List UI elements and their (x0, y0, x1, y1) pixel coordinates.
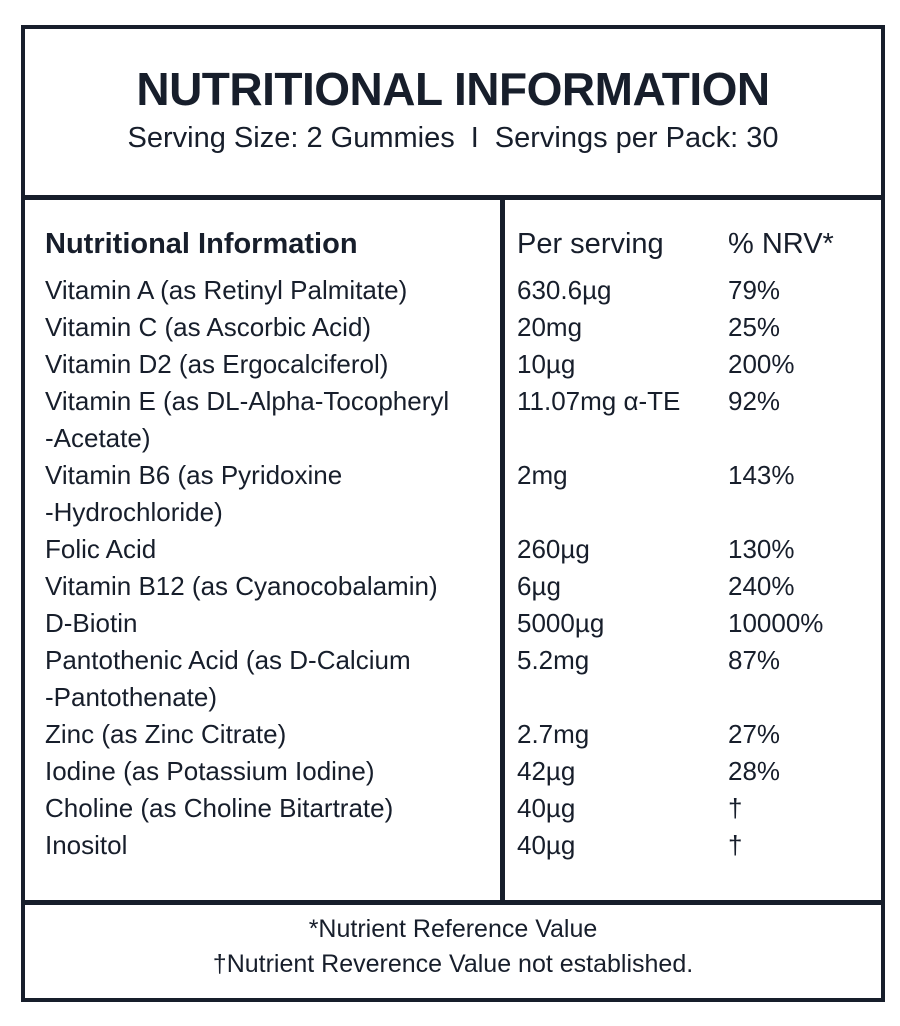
table-row: Zinc (as Zinc Citrate) 2.7mg 27% (25, 716, 881, 753)
nutrient-name: Vitamin A (as Retinyl Palmitate) (45, 275, 408, 305)
table-row: Choline (as Choline Bitartrate) 40µg † (25, 790, 881, 827)
nutrient-nrv: 79% (728, 275, 781, 305)
table-row: Folic Acid 260µg 130% (25, 531, 881, 568)
nutrient-amount: 11.07mg α-TE (517, 386, 681, 416)
nutrient-nrv: † (728, 793, 743, 823)
nutrition-label: NUTRITIONAL INFORMATION Serving Size: 2 … (21, 25, 885, 1002)
table-row: Vitamin C (as Ascorbic Acid) 20mg 25% (25, 309, 881, 346)
nutrient-amount: 40µg (517, 793, 576, 823)
table-row: Vitamin E (as DL-Alpha-Tocopheryl -Aceta… (25, 383, 881, 457)
nutrient-name: Vitamin B6 (as Pyridoxine -Hydrochloride… (45, 460, 343, 527)
nutrient-amount: 6µg (517, 571, 561, 601)
nutrient-nrv: 87% (728, 645, 781, 675)
nutrient-name: Pantothenic Acid (as D-Calcium -Pantothe… (45, 645, 411, 712)
table-row: Pantothenic Acid (as D-Calcium -Pantothe… (25, 642, 881, 716)
nutrient-amount: 2mg (517, 460, 568, 490)
nutrient-name: Vitamin B12 (as Cyanocobalamin) (45, 571, 438, 601)
table-row: Vitamin A (as Retinyl Palmitate) 630.6µg 7… (25, 272, 881, 309)
servings-per-pack-text: Servings per Pack: 30 (494, 122, 779, 154)
nutrient-nrv: 92% (728, 386, 781, 416)
nutrient-amount: 10µg (517, 349, 576, 379)
nutrient-name: Iodine (as Potassium Iodine) (45, 756, 375, 786)
nutrient-name: Vitamin C (as Ascorbic Acid) (45, 312, 372, 342)
nutrient-table: Nutritional Information Per serving % NR… (25, 200, 881, 900)
nutrient-name: Zinc (as Zinc Citrate) (45, 719, 287, 749)
nutrient-amount: 630.6µg (517, 275, 612, 305)
table-row: Inositol 40µg † (25, 827, 881, 864)
serving-info: Serving Size: 2 Gummies I Servings per Pac… (25, 120, 881, 156)
nutrient-nrv: † (728, 830, 743, 860)
nutrient-nrv: 240% (728, 571, 795, 601)
footnote-dagger: †Nutrient Reverence Value not establishe… (212, 950, 694, 978)
nutrient-amount: 260µg (517, 534, 590, 564)
table-row: Vitamin B6 (as Pyridoxine -Hydrochloride… (25, 457, 881, 531)
nutrient-amount: 20mg (517, 312, 583, 342)
nutrient-name: Inositol (45, 830, 128, 860)
nutrient-nrv: 25% (728, 312, 781, 342)
table-row: D-Biotin 5000µg 10000% (25, 605, 881, 642)
column-divider (500, 200, 505, 900)
column-header-nrv: % NRV* (728, 228, 834, 260)
nutrient-nrv: 10000% (728, 608, 824, 638)
nutrient-amount: 2.7mg (517, 719, 590, 749)
table-row: Iodine (as Potassium Iodine) 42µg 28% (25, 753, 881, 790)
label-footnotes: *Nutrient Reference Value †Nutrient Reve… (25, 900, 881, 998)
nutrient-nrv: 27% (728, 719, 781, 749)
nutrient-nrv: 130% (728, 534, 795, 564)
nutrient-nrv: 28% (728, 756, 781, 786)
label-header: NUTRITIONAL INFORMATION Serving Size: 2 … (25, 29, 881, 200)
nutrient-nrv: 143% (728, 460, 795, 490)
table-row: Vitamin D2 (as Ergocalciferol) 10µg 200% (25, 346, 881, 383)
nutrient-name: Vitamin D2 (as Ergocalciferol) (45, 349, 389, 379)
nutrient-amount: 5000µg (517, 608, 605, 638)
nutrient-nrv: 200% (728, 349, 795, 379)
nutrient-name: D-Biotin (45, 608, 138, 638)
table-header-row: Nutritional Information Per serving % NR… (25, 226, 881, 262)
nutrient-name: Folic Acid (45, 534, 157, 564)
serving-separator: I (470, 122, 479, 154)
nutrient-name: Choline (as Choline Bitartrate) (45, 793, 394, 823)
nutrient-amount: 42µg (517, 756, 576, 786)
nutrient-amount: 5.2mg (517, 645, 590, 675)
serving-size-text: Serving Size: 2 Gummies (127, 122, 455, 154)
column-header-per-serving: Per serving (517, 228, 664, 260)
nutrient-rows: Vitamin A (as Retinyl Palmitate) 630.6µg 7… (25, 272, 881, 864)
nutrient-name: Vitamin E (as DL-Alpha-Tocopheryl -Aceta… (45, 386, 450, 453)
footnote-nrv: *Nutrient Reference Value (308, 915, 598, 943)
column-header-nutrient: Nutritional Information (45, 228, 358, 260)
nutrient-amount: 40µg (517, 830, 576, 860)
table-row: Vitamin B12 (as Cyanocobalamin) 6µg 240% (25, 568, 881, 605)
page-title: NUTRITIONAL INFORMATION (136, 63, 770, 115)
